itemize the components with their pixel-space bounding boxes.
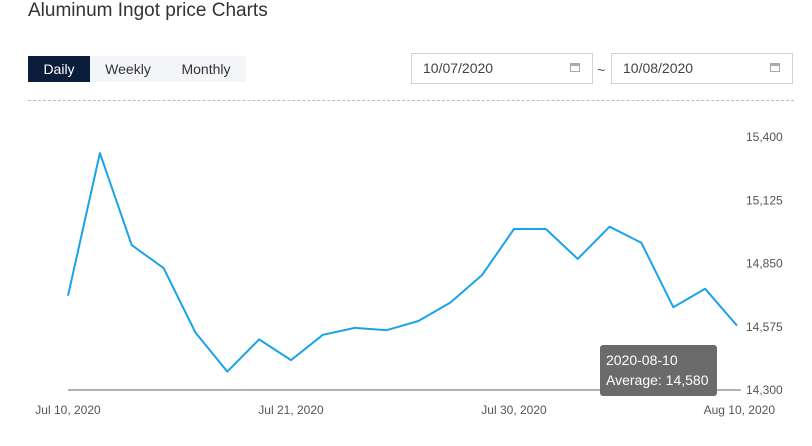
x-tick-label: Jul 10, 2020 [35,403,101,417]
data-point[interactable] [129,242,135,248]
data-point[interactable] [638,240,644,246]
y-tick-label: 14,850 [746,257,783,271]
data-point[interactable] [670,304,676,310]
data-point[interactable] [97,150,103,156]
tooltip-average: Average: 14,580 [606,372,709,388]
tab-monthly[interactable]: Monthly [181,61,231,77]
data-point[interactable] [161,265,167,271]
date-range-separator: ~ [597,62,606,78]
start-date-field[interactable]: 10/07/2020 [411,53,593,84]
data-point[interactable] [320,332,326,338]
data-point[interactable] [65,293,71,299]
data-point[interactable] [575,256,581,262]
end-date-value: 10/08/2020 [623,60,694,76]
tooltip-date: 2020-08-10 [606,352,678,368]
calendar-icon[interactable] [770,63,780,72]
page-title: Aluminum Ingot price Charts [28,0,268,21]
x-tick-label: Jul 30, 2020 [481,403,547,417]
data-point[interactable] [702,286,708,292]
data-point[interactable] [288,357,294,363]
tab-weekly[interactable]: Weekly [105,61,151,77]
data-point[interactable] [415,318,421,324]
period-tabs: Daily Weekly Monthly [28,56,246,82]
tab-daily[interactable]: Daily [28,56,90,82]
y-tick-label: 14,300 [746,383,783,397]
calendar-icon[interactable] [570,63,580,72]
price-series-line [67,152,738,373]
data-point[interactable] [447,300,453,306]
y-tick-label: 14,575 [746,320,783,334]
y-tick-label: 15,400 [746,130,783,144]
end-date-field[interactable]: 10/08/2020 [611,53,793,84]
y-tick-label: 15,125 [746,193,783,207]
dashed-divider [28,100,794,101]
data-point[interactable] [192,330,198,336]
x-tick-label: Jul 21, 2020 [258,403,324,417]
data-point[interactable] [384,327,390,333]
chart-tooltip: 2020-08-10 Average: 14,580 [600,345,717,396]
start-date-value: 10/07/2020 [423,60,494,76]
data-point[interactable] [352,325,358,331]
data-point[interactable] [734,323,740,329]
data-point[interactable] [224,369,230,375]
data-point[interactable] [543,226,549,232]
data-point[interactable] [256,336,262,342]
data-point[interactable] [607,224,613,230]
data-point[interactable] [479,272,485,278]
data-point[interactable] [511,226,517,232]
x-tick-label: Aug 10, 2020 [704,403,776,417]
